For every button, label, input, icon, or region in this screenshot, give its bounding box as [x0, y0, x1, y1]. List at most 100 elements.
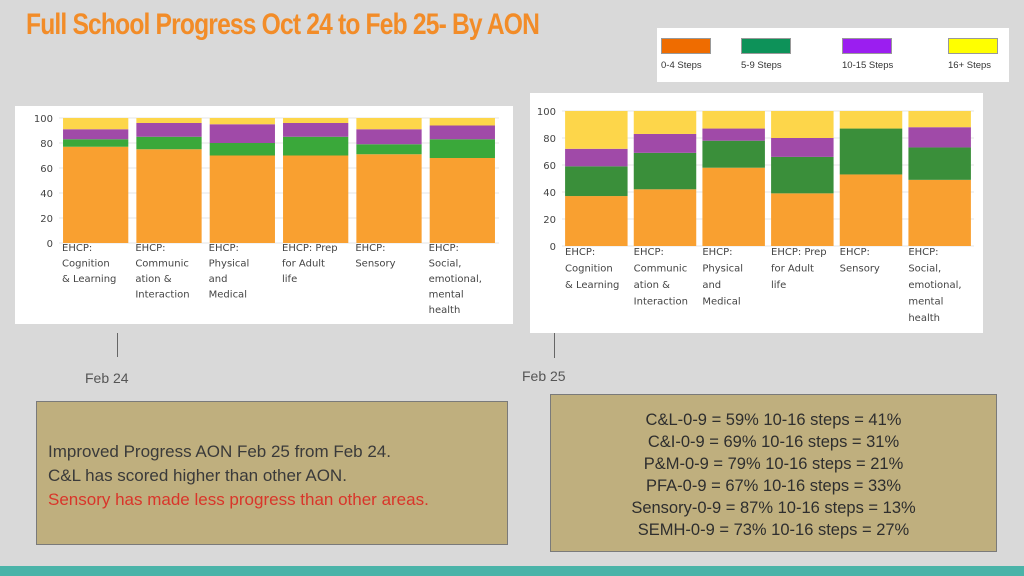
- bar-segment: [771, 138, 834, 157]
- bar-segment: [283, 118, 349, 123]
- legend-label-5-9: 5-9 Steps: [741, 60, 782, 71]
- bar-segment: [429, 125, 495, 140]
- category-label: mental: [429, 290, 464, 301]
- stacked-bar-chart-feb-25: 0 20 40 60 80 100 EHCP: Cognition & Learning EHCP…: [537, 107, 974, 324]
- category-label: for Adult: [282, 259, 325, 270]
- category-label: health: [908, 313, 940, 324]
- bar-segment: [565, 111, 628, 149]
- y-tick-label: 40: [40, 189, 53, 200]
- bar-segment: [356, 144, 422, 155]
- bar-segment: [908, 127, 971, 148]
- legend-swatch-10-15: [842, 38, 892, 54]
- bar-segment: [565, 166, 628, 197]
- bar-segment: [839, 128, 903, 175]
- category-label: Communic: [634, 264, 688, 275]
- stacked-bar-chart-feb-24: 0 20 40 60 80 100 EHCP: Cognition & Learning EHCP…: [34, 114, 499, 316]
- y-tick-label: 20: [543, 215, 556, 226]
- bar-segment: [633, 189, 697, 246]
- y-tick-label: 60: [543, 161, 556, 172]
- category-label: Communic: [135, 259, 189, 270]
- bar-segment: [283, 155, 349, 243]
- bar-segment: [771, 111, 834, 138]
- bar-segment: [633, 111, 697, 134]
- bar-segment: [702, 140, 765, 168]
- category-label: EHCP:: [62, 243, 92, 254]
- legend-item-5-9: 5-9 Steps: [741, 38, 791, 71]
- bar-segment: [908, 179, 971, 246]
- footer-accent-bar: [0, 566, 1024, 576]
- date-label-feb-24: Feb 24: [85, 370, 129, 386]
- category-label: EHCP:: [840, 247, 870, 258]
- category-label: Social,: [429, 259, 462, 270]
- category-label: life: [282, 274, 297, 285]
- note-line-3: Sensory has made less progress than othe…: [48, 490, 429, 509]
- bar-segment: [63, 146, 129, 243]
- bar-segment: [633, 133, 697, 153]
- category-label: and: [209, 274, 228, 285]
- bar-segment: [209, 155, 275, 243]
- bar-segment: [908, 111, 971, 128]
- category-label: Physical: [702, 264, 743, 275]
- category-label: mental: [908, 297, 943, 308]
- summary-line-semh: SEMH-0-9 = 73% 10-16 steps = 27%: [637, 521, 910, 539]
- bar-segment: [908, 147, 971, 180]
- bar-segment: [771, 156, 834, 194]
- bar-segment: [209, 124, 275, 143]
- legend-item-10-15: 10-15 Steps: [842, 38, 893, 71]
- note-line-2: C&L has scored higher than other AON.: [48, 466, 347, 485]
- category-label: EHCP:: [702, 247, 732, 258]
- category-label: Sensory: [840, 264, 880, 275]
- category-label: Interaction: [135, 290, 189, 301]
- category-label: health: [429, 305, 461, 316]
- bar-segment: [136, 149, 202, 243]
- summary-line-pm: P&M-0-9 = 79% 10-16 steps = 21%: [643, 455, 904, 473]
- legend-item-16-plus: 16+ Steps: [948, 38, 998, 71]
- category-label: emotional,: [429, 274, 482, 285]
- category-label: EHCP:: [355, 243, 385, 254]
- summary-line-sensory: Sensory-0-9 = 87% 10-16 steps = 13%: [631, 499, 916, 517]
- chart-legend: 0-4 Steps 5-9 Steps 10-15 Steps 16+ Step…: [657, 28, 1009, 82]
- category-label: & Learning: [565, 280, 619, 291]
- bar-segment: [565, 196, 628, 246]
- feb-25-marker-line: [554, 333, 555, 358]
- category-label: ation &: [634, 280, 670, 291]
- bar-segment: [356, 118, 422, 130]
- category-label: EHCP: Prep: [282, 243, 338, 254]
- note-line-1: Improved Progress AON Feb 25 from Feb 24…: [48, 442, 391, 461]
- bar-segment: [633, 152, 697, 190]
- chart-panel-feb-25: 0 20 40 60 80 100 EHCP: Cognition & Learning EHCP…: [530, 93, 983, 333]
- bar-segment: [702, 128, 765, 141]
- bar-segment: [839, 174, 903, 246]
- category-label: EHCP:: [209, 243, 239, 254]
- feb-24-marker-line: [117, 333, 118, 357]
- bar-segment: [136, 118, 202, 123]
- category-label: EHCP:: [908, 247, 938, 258]
- progress-notes-box: Improved Progress AON Feb 25 from Feb 24…: [36, 401, 508, 545]
- y-tick-label: 20: [40, 214, 53, 225]
- summary-line-pfa: PFA-0-9 = 67% 10-16 steps = 33%: [646, 477, 901, 495]
- legend-label-16-plus: 16+ Steps: [948, 60, 992, 71]
- category-label: emotional,: [908, 280, 961, 291]
- category-label: Cognition: [565, 264, 613, 275]
- bar-segment: [283, 136, 349, 156]
- bar-segment: [702, 167, 765, 246]
- bar-segment: [429, 139, 495, 158]
- category-label: EHCP:: [429, 243, 459, 254]
- bar-segment: [209, 118, 275, 125]
- category-label: EHCP:: [135, 243, 165, 254]
- category-label: ation &: [135, 274, 171, 285]
- bar-segment: [63, 129, 129, 140]
- page-title: Full School Progress Oct 24 to Feb 25- B…: [26, 8, 540, 41]
- category-label: Physical: [209, 259, 250, 270]
- y-tick-label: 100: [34, 114, 53, 125]
- bar-segment: [771, 193, 834, 246]
- category-label: Medical: [702, 297, 740, 308]
- bar-segment: [63, 118, 129, 130]
- bar-segment: [283, 123, 349, 137]
- date-label-feb-25: Feb 25: [522, 368, 566, 384]
- bar-segment: [839, 111, 903, 129]
- category-label: EHCP: Prep: [771, 247, 827, 258]
- y-tick-label: 40: [543, 188, 556, 199]
- bar-segment: [429, 118, 495, 126]
- legend-swatch-16-plus: [948, 38, 998, 54]
